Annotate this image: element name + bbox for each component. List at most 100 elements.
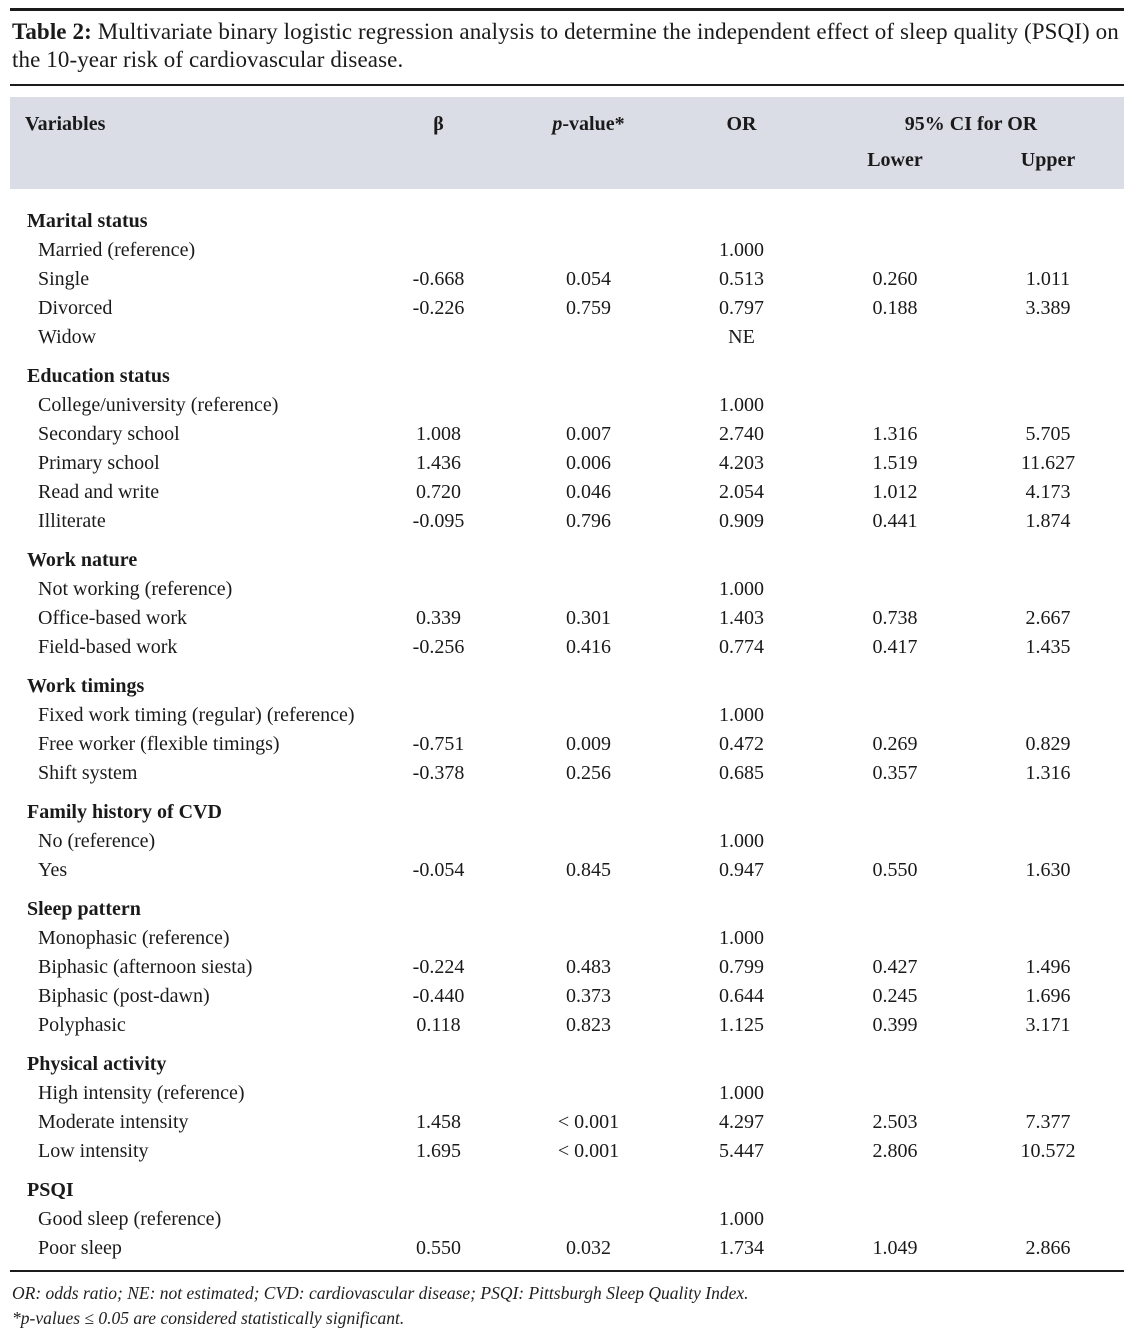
row-value: -0.226 [412,297,465,319]
row-label: Single [38,268,90,290]
row-value: 1.000 [719,394,764,416]
row-value: 1.000 [719,1082,764,1104]
section-header-row: Sleep pattern [10,885,1124,924]
row-value: -0.224 [412,956,465,978]
row-value: 0.301 [566,607,611,629]
section-header-row: Work nature [10,536,1124,575]
row-value: 10.572 [1020,1140,1076,1162]
table-header-row: Variables β p-value* OR 95% CI for OR [10,109,1124,139]
row-label: Low intensity [38,1140,149,1162]
table-row: Illiterate -0.095 0.796 0.909 0.441 1.874 [10,507,1124,536]
row-value: 0.472 [719,733,764,755]
row-value: 1.000 [719,578,764,600]
row-label: No (reference) [38,830,156,852]
row-value: 0.009 [566,733,611,755]
table-row: Monophasic (reference) 1.000 [10,924,1124,953]
row-value: 0.032 [566,1237,611,1259]
row-value: 1.000 [719,1208,764,1230]
row-label: Not working (reference) [38,578,233,600]
row-value: 1.012 [872,481,918,503]
row-value: 1.436 [416,452,461,474]
row-label: Yes [38,859,68,881]
row-label: Monophasic (reference) [38,927,230,949]
table-header-band: Variables β p-value* OR 95% CI for OR Lo… [10,97,1124,189]
top-rule [10,8,1124,11]
row-value: 0.441 [872,510,918,532]
row-value: 4.203 [719,452,764,474]
row-value: 1.496 [1025,956,1071,978]
column-header-p-value: p-value* [512,109,665,139]
row-value: 2.667 [1025,607,1071,629]
row-value: 0.427 [872,956,918,978]
row-value: 0.118 [416,1014,461,1036]
row-value: 1.000 [719,830,764,852]
row-value: -0.668 [412,268,465,290]
section-header-row: PSQI [10,1166,1124,1205]
row-label: College/university (reference) [38,394,279,416]
section-header-row: Physical activity [10,1040,1124,1079]
row-label: Moderate intensity [38,1111,189,1133]
row-label: Biphasic (afternoon siesta) [38,956,253,978]
table-row: No (reference) 1.000 [10,827,1124,856]
table-row: Polyphasic 0.118 0.823 1.125 0.399 3.171 [10,1011,1124,1040]
row-label: Fixed work timing (regular) (reference) [38,704,355,726]
footer-rule [10,1270,1124,1272]
row-value: -0.256 [412,636,465,658]
row-value: -0.095 [412,510,465,532]
row-value: 1.696 [1025,985,1071,1007]
row-value: 0.799 [719,956,764,978]
row-value: 4.173 [1025,481,1071,503]
row-value: 0.054 [566,268,611,290]
table-row: College/university (reference) 1.000 [10,391,1124,420]
row-value: 0.046 [566,481,611,503]
row-value: 1.403 [719,607,764,629]
row-value: 2.740 [719,423,764,445]
table-subheader-row: Lower Upper [10,145,1124,175]
table-caption-label: Table 2: [12,19,92,44]
section-header-row: Work timings [10,662,1124,701]
row-value: 0.644 [719,985,764,1007]
row-value: 1.519 [872,452,918,474]
section-header-row: Marital status [10,197,1124,236]
row-label: Poor sleep [38,1237,122,1259]
p-value-italic-p: p [552,113,563,135]
row-value: 1.695 [416,1140,461,1162]
row-label: Illiterate [38,510,106,532]
row-value: 0.513 [719,268,764,290]
row-value: 1.316 [1025,762,1071,784]
row-value: 5.447 [719,1140,764,1162]
row-value: 0.339 [416,607,461,629]
footnote-abbreviations: OR: odds ratio; NE: not estimated; CVD: … [12,1283,749,1303]
table-caption-text: Multivariate binary logistic regression … [12,19,1119,72]
row-value: 0.947 [719,859,764,881]
table-row: Secondary school 1.008 0.007 2.740 1.316 5.70… [10,420,1124,449]
table-row: Poor sleep 0.550 0.032 1.734 1.049 2.866 [10,1234,1124,1263]
table-row: Field-based work -0.256 0.416 0.774 0.417 1.4… [10,633,1124,662]
table-row: Fixed work timing (regular) (reference) 1… [10,701,1124,730]
row-label: Biphasic (post-dawn) [38,985,210,1007]
table-row: Married (reference) 1.000 [10,236,1124,265]
row-value: 0.417 [872,636,918,658]
row-value: 0.774 [719,636,764,658]
table-row: Not working (reference) 1.000 [10,575,1124,604]
row-label: Secondary school [38,423,180,445]
row-value: 1.630 [1025,859,1071,881]
row-label: Field-based work [38,636,178,658]
row-label: High intensity (reference) [38,1082,245,1104]
row-value: 0.256 [566,762,611,784]
row-value: 1.000 [719,239,764,261]
row-value: 2.866 [1025,1237,1071,1259]
row-value: 0.416 [566,636,611,658]
footnotes: OR: odds ratio; NE: not estimated; CVD: … [12,1281,1122,1331]
table-row: Good sleep (reference) 1.000 [10,1205,1124,1234]
row-value: 3.171 [1025,1014,1071,1036]
row-value: 0.399 [872,1014,918,1036]
row-value: 0.007 [566,423,611,445]
row-value: 0.260 [872,268,918,290]
row-label: Good sleep (reference) [38,1208,222,1230]
row-value: 0.188 [872,297,918,319]
row-value: 1.734 [719,1237,764,1259]
column-header-or: OR [726,113,757,135]
row-value: 1.000 [719,927,764,949]
column-header-beta: β [433,113,444,135]
